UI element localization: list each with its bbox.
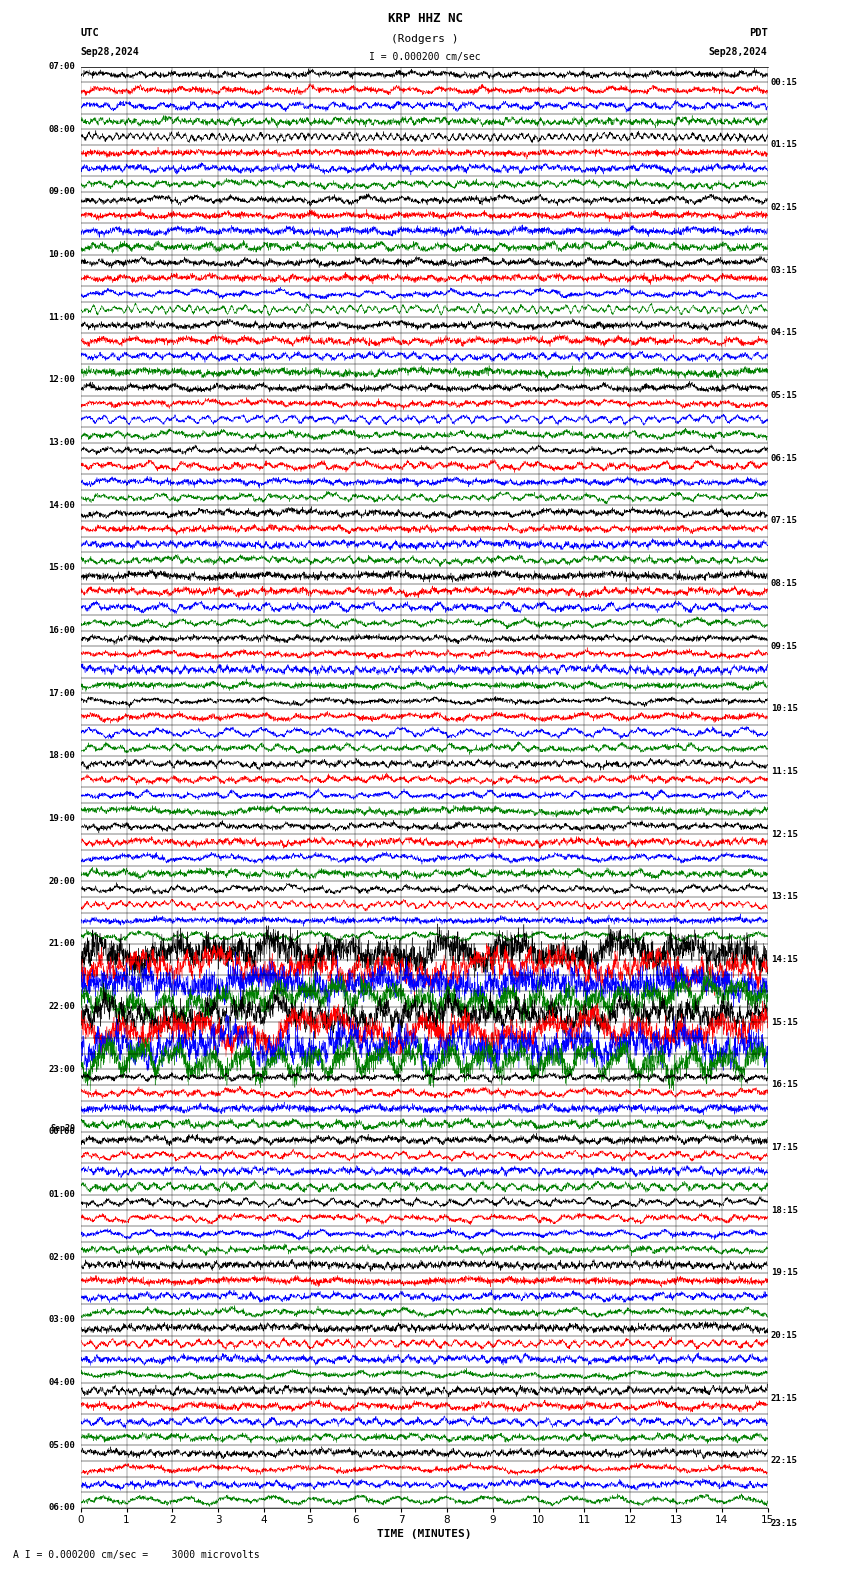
Text: 18:00: 18:00: [48, 751, 76, 760]
Text: 15:00: 15:00: [48, 564, 76, 572]
Text: Sep29: Sep29: [50, 1123, 76, 1133]
Text: 06:15: 06:15: [771, 453, 798, 463]
Text: 21:15: 21:15: [771, 1394, 798, 1403]
Text: 00:15: 00:15: [771, 78, 798, 87]
Text: 23:00: 23:00: [48, 1064, 76, 1074]
Text: (Rodgers ): (Rodgers ): [391, 35, 459, 44]
Text: 10:00: 10:00: [48, 250, 76, 260]
Text: PDT: PDT: [749, 29, 768, 38]
Text: 13:00: 13:00: [48, 439, 76, 447]
Text: 14:15: 14:15: [771, 955, 798, 965]
Text: 20:15: 20:15: [771, 1331, 798, 1340]
Text: 04:00: 04:00: [48, 1378, 76, 1388]
Text: 03:00: 03:00: [48, 1315, 76, 1324]
Text: 17:15: 17:15: [771, 1144, 798, 1152]
Text: I = 0.000200 cm/sec: I = 0.000200 cm/sec: [369, 52, 481, 62]
Text: 09:00: 09:00: [48, 187, 76, 196]
Text: A I = 0.000200 cm/sec =    3000 microvolts: A I = 0.000200 cm/sec = 3000 microvolts: [13, 1551, 259, 1560]
Text: 05:00: 05:00: [48, 1441, 76, 1449]
Text: 17:00: 17:00: [48, 689, 76, 697]
Text: 06:00: 06:00: [48, 1503, 76, 1513]
Text: 11:00: 11:00: [48, 312, 76, 322]
Text: 19:15: 19:15: [771, 1269, 798, 1277]
X-axis label: TIME (MINUTES): TIME (MINUTES): [377, 1529, 472, 1540]
Text: 00:00: 00:00: [48, 1128, 76, 1136]
Text: 03:15: 03:15: [771, 266, 798, 274]
Text: 07:00: 07:00: [48, 62, 76, 71]
Text: 02:00: 02:00: [48, 1253, 76, 1262]
Text: 18:15: 18:15: [771, 1205, 798, 1215]
Text: 20:00: 20:00: [48, 878, 76, 885]
Text: 15:15: 15:15: [771, 1019, 798, 1026]
Text: 09:15: 09:15: [771, 642, 798, 651]
Text: 11:15: 11:15: [771, 767, 798, 776]
Text: 19:00: 19:00: [48, 814, 76, 824]
Text: 01:00: 01:00: [48, 1190, 76, 1199]
Text: 22:15: 22:15: [771, 1456, 798, 1465]
Text: 08:00: 08:00: [48, 125, 76, 133]
Text: 10:15: 10:15: [771, 705, 798, 713]
Text: 23:15: 23:15: [771, 1519, 798, 1529]
Text: 14:00: 14:00: [48, 501, 76, 510]
Text: 02:15: 02:15: [771, 203, 798, 212]
Text: Sep28,2024: Sep28,2024: [81, 48, 139, 57]
Text: 21:00: 21:00: [48, 939, 76, 949]
Text: 07:15: 07:15: [771, 516, 798, 526]
Text: 13:15: 13:15: [771, 892, 798, 901]
Text: UTC: UTC: [81, 29, 99, 38]
Text: 08:15: 08:15: [771, 580, 798, 588]
Text: Sep28,2024: Sep28,2024: [709, 48, 768, 57]
Text: 12:15: 12:15: [771, 830, 798, 840]
Text: 01:15: 01:15: [771, 141, 798, 149]
Text: KRP HHZ NC: KRP HHZ NC: [388, 13, 462, 25]
Text: 22:00: 22:00: [48, 1003, 76, 1011]
Text: 16:15: 16:15: [771, 1080, 798, 1090]
Text: 12:00: 12:00: [48, 375, 76, 385]
Text: 05:15: 05:15: [771, 391, 798, 401]
Text: 04:15: 04:15: [771, 328, 798, 337]
Text: 16:00: 16:00: [48, 626, 76, 635]
